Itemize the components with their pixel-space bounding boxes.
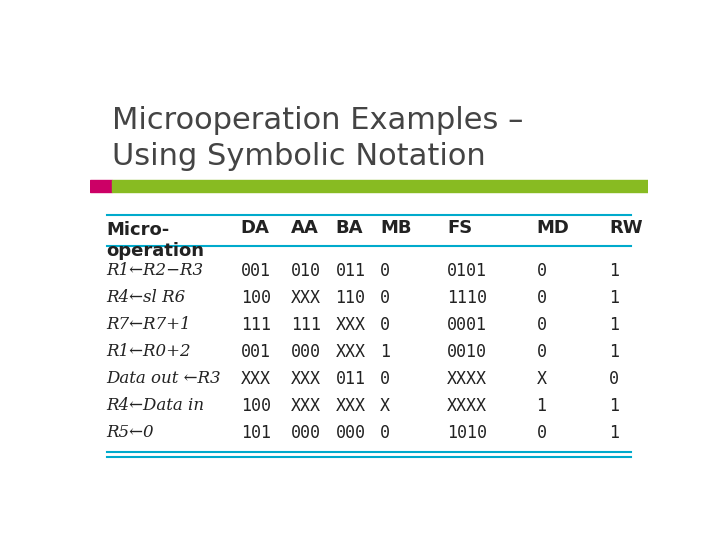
Text: AA: AA (291, 219, 319, 237)
Text: 0: 0 (380, 289, 390, 307)
Text: 0: 0 (536, 289, 546, 307)
Text: X: X (536, 370, 546, 388)
Text: R1←R0+2: R1←R0+2 (107, 343, 192, 360)
Text: 0: 0 (380, 262, 390, 280)
Text: 111: 111 (291, 316, 321, 334)
Text: R5←0: R5←0 (107, 424, 154, 442)
Text: FS: FS (447, 219, 472, 237)
Bar (90, 180, 112, 192)
Text: 1: 1 (609, 289, 619, 307)
Text: X: X (380, 397, 390, 415)
Text: 001: 001 (240, 262, 271, 280)
Text: 001: 001 (240, 343, 271, 361)
Text: 100: 100 (240, 397, 271, 415)
Text: RW: RW (609, 219, 642, 237)
Text: 1: 1 (609, 343, 619, 361)
Text: 0: 0 (380, 316, 390, 334)
Text: 1: 1 (536, 397, 546, 415)
Text: XXX: XXX (336, 397, 366, 415)
Text: 100: 100 (240, 289, 271, 307)
Text: 0101: 0101 (447, 262, 487, 280)
Text: XXX: XXX (336, 316, 366, 334)
Text: Microoperation Examples –
Using Symbolic Notation: Microoperation Examples – Using Symbolic… (112, 106, 523, 171)
Text: 111: 111 (240, 316, 271, 334)
Text: 011: 011 (336, 370, 366, 388)
Text: R1←R2−R3: R1←R2−R3 (107, 262, 204, 279)
Text: 1: 1 (380, 343, 390, 361)
Text: 0010: 0010 (447, 343, 487, 361)
Text: 010: 010 (291, 262, 321, 280)
Text: R7←R7+1: R7←R7+1 (107, 316, 192, 333)
Text: 110: 110 (336, 289, 366, 307)
Text: 0: 0 (380, 424, 390, 442)
Text: XXX: XXX (240, 370, 271, 388)
Text: XXXX: XXXX (447, 370, 487, 388)
Text: DA: DA (240, 219, 269, 237)
Text: 000: 000 (336, 424, 366, 442)
Text: BA: BA (336, 219, 363, 237)
Text: 1: 1 (609, 424, 619, 442)
Text: XXX: XXX (291, 370, 321, 388)
Text: 0: 0 (609, 370, 619, 388)
Text: 1: 1 (609, 262, 619, 280)
Text: 0: 0 (536, 343, 546, 361)
Text: XXX: XXX (291, 397, 321, 415)
Text: MB: MB (380, 219, 412, 237)
Text: Micro-
operation: Micro- operation (107, 221, 204, 260)
Text: 000: 000 (291, 424, 321, 442)
Text: 0: 0 (536, 316, 546, 334)
Text: 0: 0 (380, 370, 390, 388)
Text: MD: MD (536, 219, 570, 237)
Bar (112, 180, 648, 192)
Text: 101: 101 (240, 424, 271, 442)
Text: XXX: XXX (336, 343, 366, 361)
Text: 1: 1 (609, 316, 619, 334)
Text: 0001: 0001 (447, 316, 487, 334)
Text: 011: 011 (336, 262, 366, 280)
Text: R4←Data in: R4←Data in (107, 397, 205, 414)
Text: 1010: 1010 (447, 424, 487, 442)
Text: XXXX: XXXX (447, 397, 487, 415)
Text: 000: 000 (291, 343, 321, 361)
Text: Data out ←R3: Data out ←R3 (107, 370, 221, 387)
Text: R4←sl R6: R4←sl R6 (107, 289, 186, 306)
Text: XXX: XXX (291, 289, 321, 307)
Text: 1: 1 (609, 397, 619, 415)
Text: 1110: 1110 (447, 289, 487, 307)
Text: 0: 0 (536, 262, 546, 280)
Text: 0: 0 (536, 424, 546, 442)
